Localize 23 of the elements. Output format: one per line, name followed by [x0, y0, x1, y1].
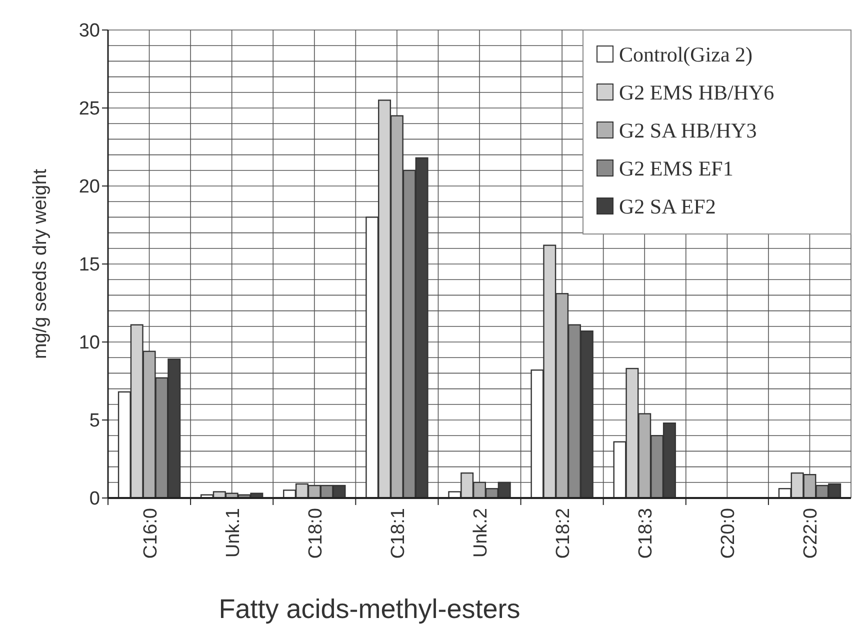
legend-label: G2 SA HB/HY3 [619, 118, 757, 142]
x-tick-label: C18:2 [553, 508, 574, 559]
legend-label: G2 EMS EF1 [619, 156, 734, 180]
x-tick-label: C16:0 [140, 508, 162, 559]
y-tick-label: 25 [78, 98, 100, 120]
y-tick-label: 10 [78, 332, 100, 354]
x-tick-label: Unk.2 [470, 508, 492, 558]
x-axis-title: Fatty acids-methyl-esters [218, 594, 520, 624]
y-axis-title: mg/g seeds dry weight [30, 168, 51, 360]
legend-label: Control(Giza 2) [619, 42, 753, 66]
y-tick-label: 20 [78, 176, 100, 198]
x-tick-label: C18:3 [636, 508, 657, 559]
y-tick-label: 5 [89, 410, 100, 432]
x-tick-label: C18:0 [305, 508, 326, 559]
y-tick-label: 30 [78, 20, 100, 42]
x-tick-label: C18:1 [388, 508, 409, 559]
legend-label: G2 EMS HB/HY6 [619, 80, 774, 104]
x-tick-label: C20:0 [718, 508, 740, 559]
y-tick-label: 0 [89, 488, 100, 510]
y-tick-label: 15 [78, 254, 100, 276]
x-tick-label: C22:0 [800, 508, 822, 559]
legend-label: G2 SA EF2 [619, 194, 716, 218]
x-tick-label: Unk.1 [222, 508, 244, 558]
